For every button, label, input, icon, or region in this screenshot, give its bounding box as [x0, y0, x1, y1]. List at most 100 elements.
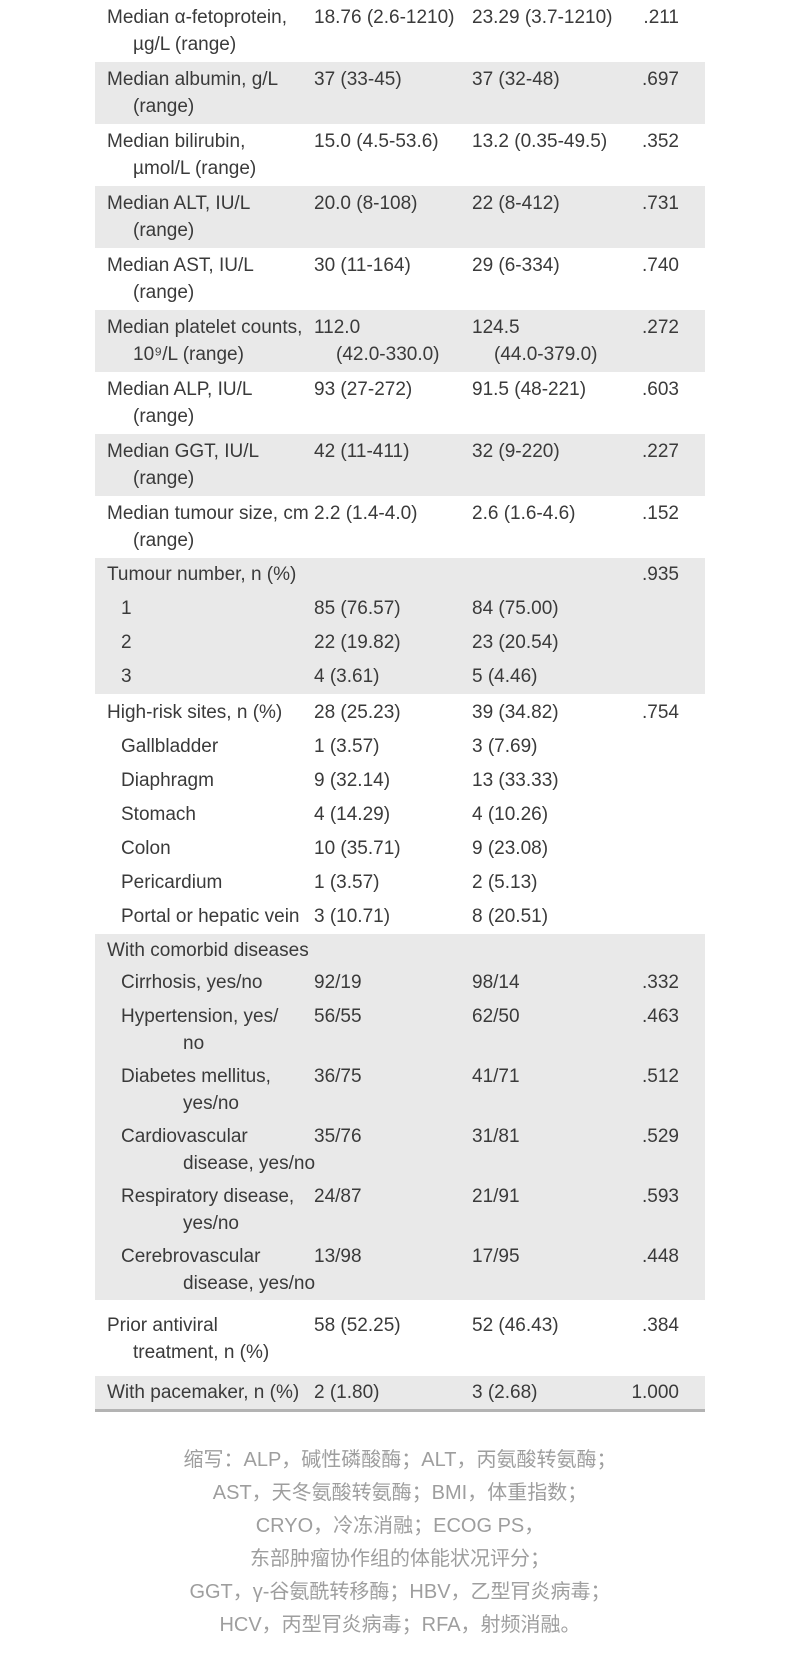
value-line: (42.0-330.0)	[336, 344, 440, 365]
value-line: 4 (3.61)	[314, 666, 380, 687]
row-label-line: Portal or hepatic vein	[121, 906, 300, 927]
p-value: .731	[642, 193, 679, 214]
table-row: Median AST, IU/L (range) 30 (11-164) 29 (6-…	[95, 248, 705, 310]
value-line: 112.0	[314, 317, 361, 338]
row-label-line: Diabetes mellitus,	[121, 1066, 271, 1087]
table-row: Hypertension, yes/no 56/55 62/50 .463	[95, 1000, 705, 1060]
value-line: 37 (32-48)	[472, 69, 560, 90]
group1-value: 10 (35.71)	[310, 835, 468, 862]
value-line: 36/75	[314, 1066, 362, 1087]
row-label-line: Median tumour size, cm	[107, 503, 309, 524]
group2-value: 29 (6-334)	[468, 252, 612, 279]
patient-characteristics-table: Median α-fetoprotein, µg/L (range) 18.76 (…	[95, 0, 705, 1412]
table-row: Median ALT, IU/L (range) 20.0 (8-108) 22 (8…	[95, 186, 705, 248]
row-label-line: treatment, n (%)	[133, 1342, 270, 1363]
value-line: 62/50	[472, 1006, 520, 1027]
row-label-line: (range)	[133, 282, 195, 303]
row-label-line: Median platelet counts,	[107, 317, 303, 338]
row-label-line: Hypertension, yes/	[121, 1006, 279, 1027]
row-label: Median GGT, IU/L (range)	[95, 438, 310, 492]
table-row: Stomach 4 (14.29) 4 (10.26)	[95, 798, 705, 832]
value-line: 15.0 (4.5-53.6)	[314, 131, 439, 152]
p-value: .272	[642, 317, 679, 338]
value-line: 56/55	[314, 1006, 362, 1027]
row-label-line: Median bilirubin,	[107, 131, 246, 152]
table-row: 1 85 (76.57) 84 (75.00)	[95, 592, 705, 626]
row-label-line: (range)	[133, 530, 195, 551]
row-label: Median albumin, g/L (range)	[95, 66, 310, 120]
group2-value: 8 (20.51)	[468, 903, 612, 930]
value-line: 42 (11-411)	[314, 441, 410, 462]
row-label-line: Cirrhosis, yes/no	[121, 972, 263, 993]
group1-value: 1 (3.57)	[310, 733, 468, 760]
value-line: 85 (76.57)	[314, 598, 401, 619]
table-row: Prior antiviral treatment, n (%) 58 (52.25…	[95, 1300, 705, 1376]
row-label-line: (range)	[133, 406, 195, 427]
p-value: 1.000	[631, 1382, 679, 1403]
table-row: Cardiovascular disease, yes/no 35/76 31/81.…	[95, 1120, 705, 1180]
group2-value: 13 (33.33)	[468, 767, 612, 794]
table-row: Median platelet counts, 10⁹/L (range) 112.…	[95, 310, 705, 372]
group2-value: 32 (9-220)	[468, 438, 612, 465]
value-line: 13/98	[314, 1246, 362, 1267]
table-row: 3 4 (3.61) 5 (4.46)	[95, 660, 705, 694]
row-label-line: Stomach	[121, 804, 196, 825]
row-label-line: (range)	[133, 220, 195, 241]
row-label: Median ALP, IU/L (range)	[95, 376, 310, 430]
group2-value: 91.5 (48-221)	[468, 376, 612, 403]
row-label: Median α-fetoprotein, µg/L (range)	[95, 4, 310, 58]
value-line: 93 (27-272)	[314, 379, 413, 400]
group2-value: 41/71	[468, 1063, 612, 1090]
row-label-line: (range)	[133, 468, 195, 489]
table-row: Colon 10 (35.71) 9 (23.08)	[95, 832, 705, 866]
value-line: 32 (9-220)	[472, 441, 560, 462]
row-label-line: Prior antiviral	[107, 1315, 218, 1336]
value-line: 2.6 (1.6-4.6)	[472, 503, 576, 524]
table-row: Cerebrovascular disease, yes/no 13/98 17/95…	[95, 1240, 705, 1300]
group1-value: 36/75	[310, 1063, 468, 1090]
value-line: 31/81	[472, 1126, 520, 1147]
row-label: Stomach	[95, 801, 310, 828]
table-row: Median bilirubin, µmol/L (range) 15.0 (4.5…	[95, 124, 705, 186]
p-value: .463	[642, 1006, 679, 1027]
row-label-line: 3	[121, 666, 132, 687]
group1-value: 4 (3.61)	[310, 663, 468, 690]
value-line: 2 (5.13)	[472, 872, 538, 893]
row-label: Hypertension, yes/no	[95, 1003, 310, 1057]
row-label-line: Median α-fetoprotein,	[107, 7, 287, 28]
group2-value: 23 (20.54)	[468, 629, 612, 656]
abbreviations-note-line: HCV，丙型肎炎病毒；RFA，射频消融。	[219, 1614, 581, 1636]
p-value: .227	[642, 441, 679, 462]
table-row: Median ALP, IU/L (range) 93 (27-272) 91.5 (…	[95, 372, 705, 434]
abbreviations-note-line: 缩写：ALP，碱性磷酸酶；ALT，丙氨酸转氨酶；	[183, 1449, 617, 1471]
value-line: 21/91	[472, 1186, 520, 1207]
row-label-line: Median GGT, IU/L	[107, 441, 260, 462]
abbreviations-note-line: 东部肿瘤协作组的体能状况评分；	[250, 1548, 550, 1570]
row-label-line: Cardiovascular	[121, 1126, 248, 1147]
group1-value: 92/19	[310, 969, 468, 996]
value-line: 2.2 (1.4-4.0)	[314, 503, 418, 524]
value-line: 13 (33.33)	[472, 770, 559, 791]
p-value: .384	[642, 1315, 679, 1336]
value-line: 4 (14.29)	[314, 804, 391, 825]
group1-value: 22 (19.82)	[310, 629, 468, 656]
group2-value: 39 (34.82)	[468, 699, 612, 726]
group1-value: 9 (32.14)	[310, 767, 468, 794]
value-line: 5 (4.46)	[472, 666, 538, 687]
group1-value: 13/98	[310, 1243, 468, 1270]
table-row: Gallbladder 1 (3.57) 3 (7.69)	[95, 730, 705, 764]
row-label: Tumour number, n (%)	[95, 561, 310, 588]
table-row: Median α-fetoprotein, µg/L (range) 18.76 (…	[95, 0, 705, 62]
row-label: Colon	[95, 835, 310, 862]
row-label-line: High-risk sites, n (%)	[107, 702, 283, 723]
value-line: 91.5 (48-221)	[472, 379, 587, 400]
table-row: 2 22 (19.82) 23 (20.54)	[95, 626, 705, 660]
group2-value: 2 (5.13)	[468, 869, 612, 896]
value-line: 20.0 (8-108)	[314, 193, 418, 214]
p-value: .754	[642, 702, 679, 723]
p-value: .529	[642, 1126, 679, 1147]
row-label: With comorbid diseases	[95, 937, 310, 964]
row-label: 3	[95, 663, 310, 690]
row-label: Pericardium	[95, 869, 310, 896]
row-label: With pacemaker, n (%)	[95, 1379, 310, 1406]
